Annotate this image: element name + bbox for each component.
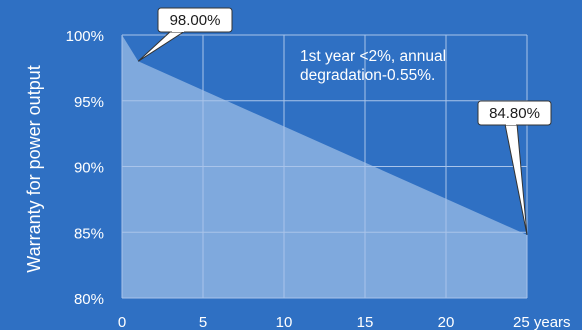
callout-2: 84.80% [477, 100, 552, 235]
x-tick-label: 20 [438, 314, 455, 330]
callout-pointer [137, 30, 187, 62]
x-tick-label: 15 [357, 314, 374, 330]
y-tick-label: 100% [66, 28, 104, 45]
x-tick-label: 10 [276, 314, 293, 330]
x-tick-label: 5 [199, 314, 207, 330]
callout-label: 98.00% [170, 12, 221, 29]
y-tick-label: 95% [74, 94, 104, 111]
callout-label: 84.80% [489, 105, 540, 122]
annotation-text: 1st year <2%, annual degradation-0.55%. [300, 48, 450, 84]
callout-1: 98.00% [137, 7, 233, 62]
annotation-line-2: degradation-0.55%. [300, 67, 435, 84]
y-tick-label: 90% [74, 160, 104, 177]
callout-box [157, 7, 233, 33]
x-tick-label: 25 years [513, 314, 571, 330]
y-tick-label: 85% [74, 225, 104, 242]
x-tick-label: 0 [118, 314, 126, 330]
y-tick-label: 80% [74, 291, 104, 308]
label-layer: 80% 85% 90% 95% 100% 0 5 10 15 20 25 years [66, 28, 571, 330]
y-axis-label: Warranty for power output [24, 65, 44, 272]
callout-pointer [504, 123, 528, 235]
callout-layer: 98.00% 84.80% [137, 7, 552, 235]
annotation-line-1: 1st year <2%, annual [300, 48, 446, 65]
grid-layer [121, 34, 528, 299]
